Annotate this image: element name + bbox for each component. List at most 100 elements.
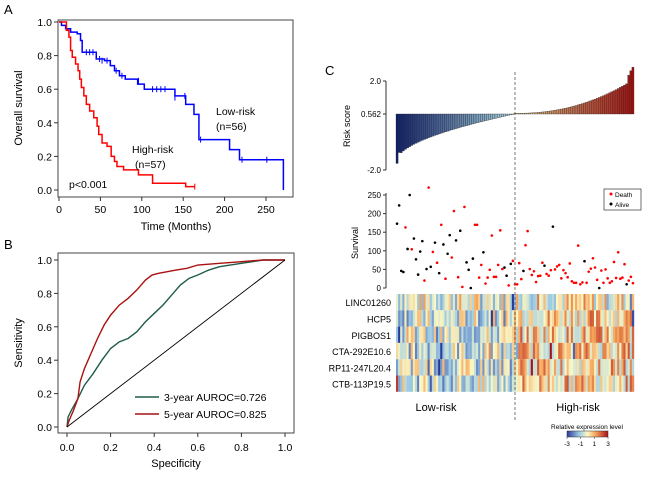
survival-point-death [494, 275, 498, 279]
heatmap-cell [446, 342, 449, 360]
risk-bar [480, 113, 483, 122]
risk-bar [456, 113, 460, 129]
heatmap-cell [604, 294, 607, 311]
heatmap-cell [608, 342, 612, 360]
risk-bar [604, 94, 607, 115]
survival-point-death [450, 256, 454, 259]
survival-point-alive [482, 250, 485, 254]
heatmap-cell [482, 310, 485, 327]
heatmap-cell [450, 342, 454, 360]
survival-point-death [431, 250, 435, 254]
survival-point-death [608, 281, 612, 285]
heatmap-cell [400, 342, 403, 360]
survival-point-death [477, 276, 481, 279]
legend-alive-label: Alive [615, 202, 629, 209]
heatmap-cell [440, 294, 443, 311]
heatmap-cell [623, 342, 626, 360]
heatmap-cell [431, 342, 435, 360]
heatmap-cell [454, 310, 458, 327]
heatmap-row-label: CTB-113P19.5 [332, 380, 391, 390]
heatmap-cell [516, 294, 519, 311]
heatmap-cell [556, 294, 559, 311]
heatmap-cell [436, 342, 439, 360]
heatmap-cell [520, 310, 523, 327]
panel-label-b: B [4, 237, 13, 252]
heatmap-cell [549, 342, 553, 360]
heatmap-cell [568, 294, 572, 311]
survival-point-alive [625, 282, 628, 286]
heatmap-cell [408, 375, 411, 392]
heatmap-cell [537, 326, 540, 343]
heatmap-cell [410, 310, 414, 327]
heatmap-cell [400, 326, 403, 343]
heatmap-cell [478, 375, 481, 392]
heatmap-cell [600, 375, 603, 392]
heatmap-cell [549, 310, 553, 327]
survival-point-death [488, 268, 492, 272]
survival-point-death [530, 273, 534, 277]
heatmap-cell [612, 310, 616, 327]
heatmap-cell [621, 326, 624, 343]
heatmap-cell [503, 326, 506, 343]
heatmap-cell [423, 375, 426, 392]
heatmap-cell [410, 375, 414, 392]
risk-bar [429, 113, 432, 138]
heatmap-cell [553, 342, 557, 360]
survival-point-alive [583, 259, 586, 263]
heatmap-cell [545, 375, 548, 392]
heatmap-cell [507, 326, 510, 343]
risk-bar [427, 113, 430, 138]
heatmap-cell [530, 326, 534, 343]
heatmap-cell [427, 326, 430, 343]
heatmap-cell [545, 294, 548, 311]
heatmap-cell [406, 326, 409, 343]
km-curve-high-risk [59, 21, 195, 188]
risk-ytick-label: 2.0 [370, 77, 382, 86]
heatmap-cell [570, 342, 574, 360]
heatmap-cell [526, 326, 529, 343]
heatmap-cell [625, 375, 628, 392]
heatmap-cell [629, 326, 633, 343]
heatmap-cell [589, 342, 593, 360]
heatmap-cell [619, 359, 622, 376]
heatmap-cell [516, 342, 519, 360]
heatmap-cell [585, 359, 588, 376]
heatmap-cell [459, 294, 462, 311]
survival-point-death [475, 223, 479, 227]
heatmap-cell [404, 310, 407, 327]
heatmap-cell [436, 326, 439, 343]
heatmap-cell [558, 326, 561, 343]
risk-bar [404, 113, 407, 150]
heatmap-cell [414, 294, 418, 311]
heatmap-cell [627, 310, 630, 327]
heatmap-cell [478, 310, 481, 327]
heatmap-cell [610, 342, 614, 360]
survival-point-death [627, 279, 631, 282]
survival-point-death [511, 259, 515, 263]
heatmap-cell [509, 342, 513, 360]
heatmap-cell [511, 359, 515, 376]
survival-ytick-label: 250 [368, 191, 382, 200]
risk-bar [425, 113, 428, 139]
heatmap-cell [494, 342, 498, 360]
risk-bar [475, 113, 479, 124]
heatmap-cell [484, 359, 487, 376]
heatmap-cell [619, 310, 622, 327]
heatmap-cell [478, 342, 481, 360]
heatmap-cell [476, 326, 479, 343]
heatmap-cell [621, 359, 624, 376]
heatmap-cell [598, 294, 601, 311]
heatmap-cell [446, 294, 449, 311]
heatmap-cell [480, 342, 483, 360]
survival-point-death [587, 270, 591, 273]
km-low-risk-n: (n=56) [216, 121, 247, 133]
heatmap-cell [631, 326, 635, 343]
risk-bar [515, 113, 519, 115]
heatmap-cell [476, 294, 479, 311]
risk-bar [448, 113, 451, 131]
heatmap-cell [587, 375, 590, 392]
heatmap-cell [543, 326, 546, 343]
heatmap-cell [547, 294, 550, 311]
heatmap-cell [606, 294, 609, 311]
heatmap-cell [461, 326, 464, 343]
